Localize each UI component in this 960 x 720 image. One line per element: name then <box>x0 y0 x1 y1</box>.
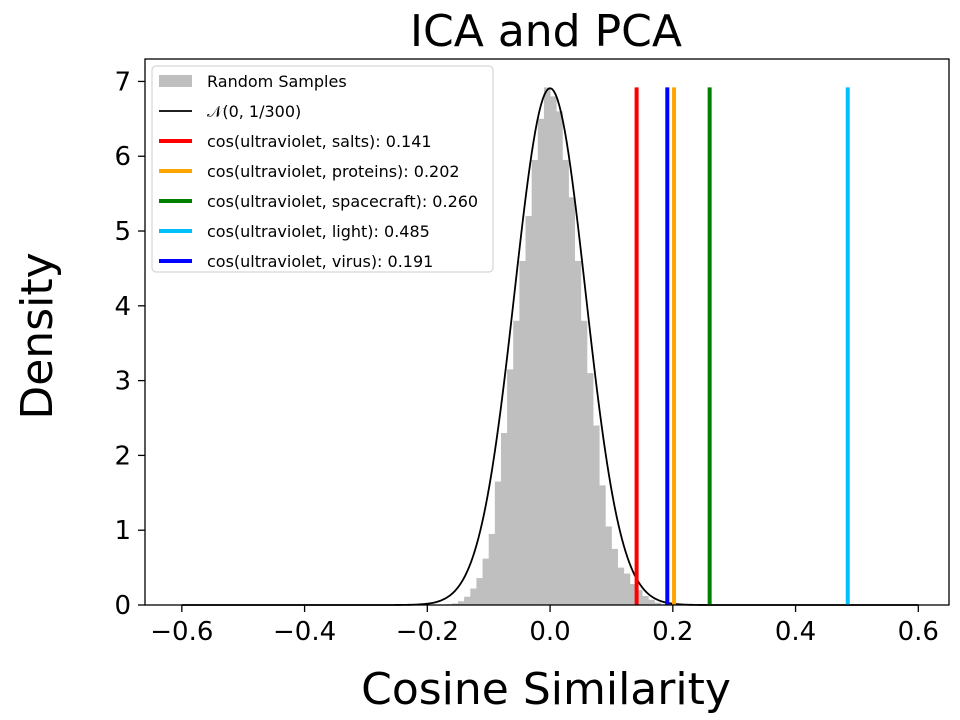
histogram-bar <box>580 320 588 605</box>
x-tick-label: 0.0 <box>529 617 570 647</box>
y-tick-label: 6 <box>114 142 131 172</box>
x-axis-label: Cosine Similarity <box>361 664 731 715</box>
histogram-bar <box>605 526 612 605</box>
legend-label: 𝒩(0, 1/300) <box>207 102 301 121</box>
x-tick-label: −0.6 <box>150 617 213 647</box>
y-tick-label: 7 <box>114 67 131 97</box>
histogram-bar <box>507 369 514 605</box>
histogram-bar <box>525 216 533 606</box>
plot-frame <box>144 58 950 606</box>
histogram-bar <box>611 548 618 605</box>
legend-box <box>151 65 494 273</box>
histogram-bar <box>500 432 508 605</box>
histogram-bar <box>593 425 600 605</box>
legend-label: cos(ultraviolet, spacecraft): 0.260 <box>207 192 478 211</box>
histogram-bar <box>458 601 465 605</box>
histogram-bar <box>623 573 631 605</box>
chart-title: ICA and PCA <box>410 6 682 57</box>
histogram-bar <box>451 603 459 605</box>
histogram-bar <box>513 320 520 605</box>
histogram-bar <box>562 159 569 605</box>
vertical-lines <box>634 87 850 605</box>
legend-swatch <box>159 75 192 87</box>
histogram-bar <box>586 373 594 605</box>
legend-label: cos(ultraviolet, light): 0.485 <box>207 222 430 241</box>
x-tick-label: −0.2 <box>396 617 459 647</box>
histogram-bar <box>648 599 655 605</box>
histogram-bar <box>482 558 490 605</box>
y-tick-label: 5 <box>114 217 131 247</box>
histogram-bar <box>574 260 582 605</box>
histogram-bar <box>494 481 502 605</box>
legend-label: Random Samples <box>207 72 347 91</box>
histogram-bar <box>519 260 526 605</box>
y-axis-label: Density <box>12 252 63 419</box>
x-tick-label: 0.2 <box>652 617 693 647</box>
y-tick-label: 4 <box>114 292 131 322</box>
histogram-bar <box>599 485 606 605</box>
legend: Random Samples 𝒩(0, 1/300) cos(ultraviolet… <box>151 65 494 273</box>
histogram-bar <box>629 584 637 605</box>
x-tick-label: −0.4 <box>273 617 336 647</box>
histogram-bar <box>617 567 625 605</box>
histogram-bars <box>445 87 668 606</box>
y-tick-label: 3 <box>114 367 131 397</box>
legend-label: cos(ultraviolet, proteins): 0.202 <box>207 162 460 181</box>
histogram-bar <box>556 111 563 605</box>
y-tick-label: 1 <box>114 516 131 546</box>
x-tick-label: 0.4 <box>775 617 816 647</box>
histogram-bar <box>568 197 576 605</box>
histogram-bar <box>537 118 545 605</box>
histogram-bar <box>543 87 551 605</box>
legend-label: cos(ultraviolet, virus): 0.191 <box>207 252 433 271</box>
histogram-bar <box>531 159 539 605</box>
histogram-bar <box>464 596 471 605</box>
axes: −0.6 −0.4 −0.2 0.0 0.2 0.4 0.6 0 1 2 3 4 5 6 7 <box>114 58 950 647</box>
y-tick-label: 2 <box>114 441 131 471</box>
histogram-bar <box>470 588 477 605</box>
histogram-bar <box>476 578 483 605</box>
y-tick-label: 0 <box>114 591 131 621</box>
x-tick-label: 0.6 <box>898 617 939 647</box>
histogram-bar <box>550 96 557 605</box>
histogram-bar <box>488 533 496 605</box>
histogram-bar <box>642 596 649 605</box>
histogram-bar <box>635 590 643 605</box>
legend-label: cos(ultraviolet, salts): 0.141 <box>207 132 432 151</box>
histogram-bar <box>654 602 661 605</box>
